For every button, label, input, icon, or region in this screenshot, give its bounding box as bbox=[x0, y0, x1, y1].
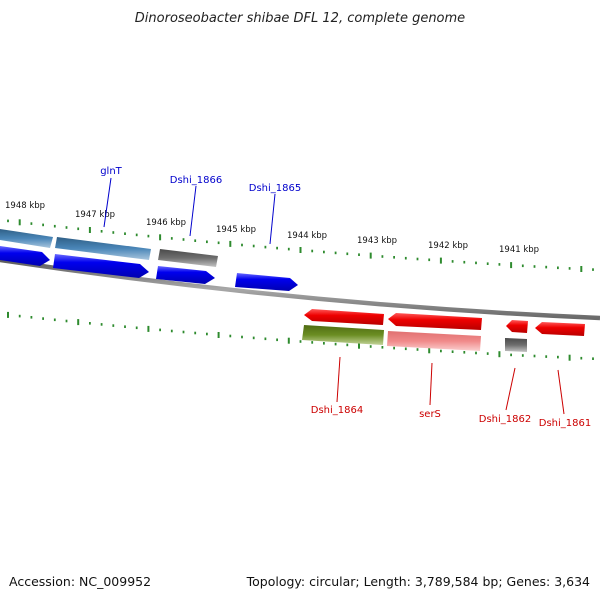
reverse-genes-outer-row bbox=[302, 325, 527, 352]
gene-bar[interactable] bbox=[0, 229, 53, 248]
gene-label-Dshi_1861[interactable]: Dshi_1861 bbox=[539, 418, 591, 429]
leader-line bbox=[269, 193, 276, 245]
gene-bar-Dshi_1862[interactable] bbox=[505, 338, 527, 352]
forward-genes-outer-row bbox=[0, 229, 218, 267]
gene-label-glnT[interactable]: glnT bbox=[100, 166, 122, 177]
leader-line bbox=[505, 367, 516, 411]
gene-arrow-Dshi_1864[interactable] bbox=[304, 309, 384, 325]
kbp-label: 1944 kbp bbox=[287, 231, 327, 241]
accession-text: Accession: NC_009952 bbox=[9, 574, 151, 589]
kbp-label: 1945 kbp bbox=[216, 225, 256, 235]
leader-line bbox=[103, 177, 112, 228]
upper-gene-labels: glnT Dshi_1866 Dshi_1865 bbox=[100, 166, 301, 245]
gene-bar-serS[interactable] bbox=[387, 331, 481, 351]
gene-label-serS[interactable]: serS bbox=[419, 409, 441, 420]
gene-arrow[interactable] bbox=[0, 246, 50, 266]
kbp-scale: 1948 kbp 1947 kbp 1946 kbp 1945 kbp 1944… bbox=[5, 201, 539, 255]
leader-line bbox=[336, 356, 341, 403]
reverse-genes-red-row bbox=[304, 309, 585, 336]
genome-backbone bbox=[0, 257, 600, 321]
gene-label-Dshi_1862[interactable]: Dshi_1862 bbox=[479, 414, 531, 425]
kbp-label: 1943 kbp bbox=[357, 236, 397, 246]
kbp-label: 1948 kbp bbox=[5, 201, 45, 211]
lower-strand-ticks bbox=[7, 311, 594, 361]
gene-arrow[interactable] bbox=[388, 313, 482, 330]
leader-line bbox=[189, 185, 197, 237]
gene-bar-Dshi_1866[interactable] bbox=[158, 249, 218, 267]
forward-genes-blue-row bbox=[0, 246, 298, 291]
lower-gene-labels: Dshi_1864 serS Dshi_1862 Dshi_1861 bbox=[311, 356, 591, 429]
gene-arrow-Dshi_1861[interactable] bbox=[535, 322, 585, 336]
gene-bar-glnT[interactable] bbox=[55, 237, 151, 260]
gene-bar[interactable] bbox=[302, 325, 384, 345]
kbp-label: 1941 kbp bbox=[499, 245, 539, 255]
gene-arrow[interactable] bbox=[156, 266, 215, 284]
leader-line bbox=[429, 362, 433, 406]
gene-arrow-Dshi_1865[interactable] bbox=[235, 273, 298, 291]
gene-label-Dshi_1866[interactable]: Dshi_1866 bbox=[170, 175, 222, 186]
kbp-label: 1947 kbp bbox=[75, 210, 115, 220]
upper-strand-ticks bbox=[7, 219, 594, 272]
gene-label-Dshi_1865[interactable]: Dshi_1865 bbox=[249, 183, 301, 194]
kbp-label: 1946 kbp bbox=[146, 218, 186, 228]
leader-line bbox=[557, 369, 565, 415]
genome-title: Dinoroseobacter shibae DFL 12, complete … bbox=[135, 11, 465, 26]
gene-arrow[interactable] bbox=[506, 320, 528, 333]
kbp-label: 1942 kbp bbox=[428, 241, 468, 251]
gene-label-Dshi_1864[interactable]: Dshi_1864 bbox=[311, 405, 363, 416]
gene-arrow[interactable] bbox=[53, 254, 149, 278]
topology-text: Topology: circular; Length: 3,789,584 bp… bbox=[246, 574, 590, 589]
